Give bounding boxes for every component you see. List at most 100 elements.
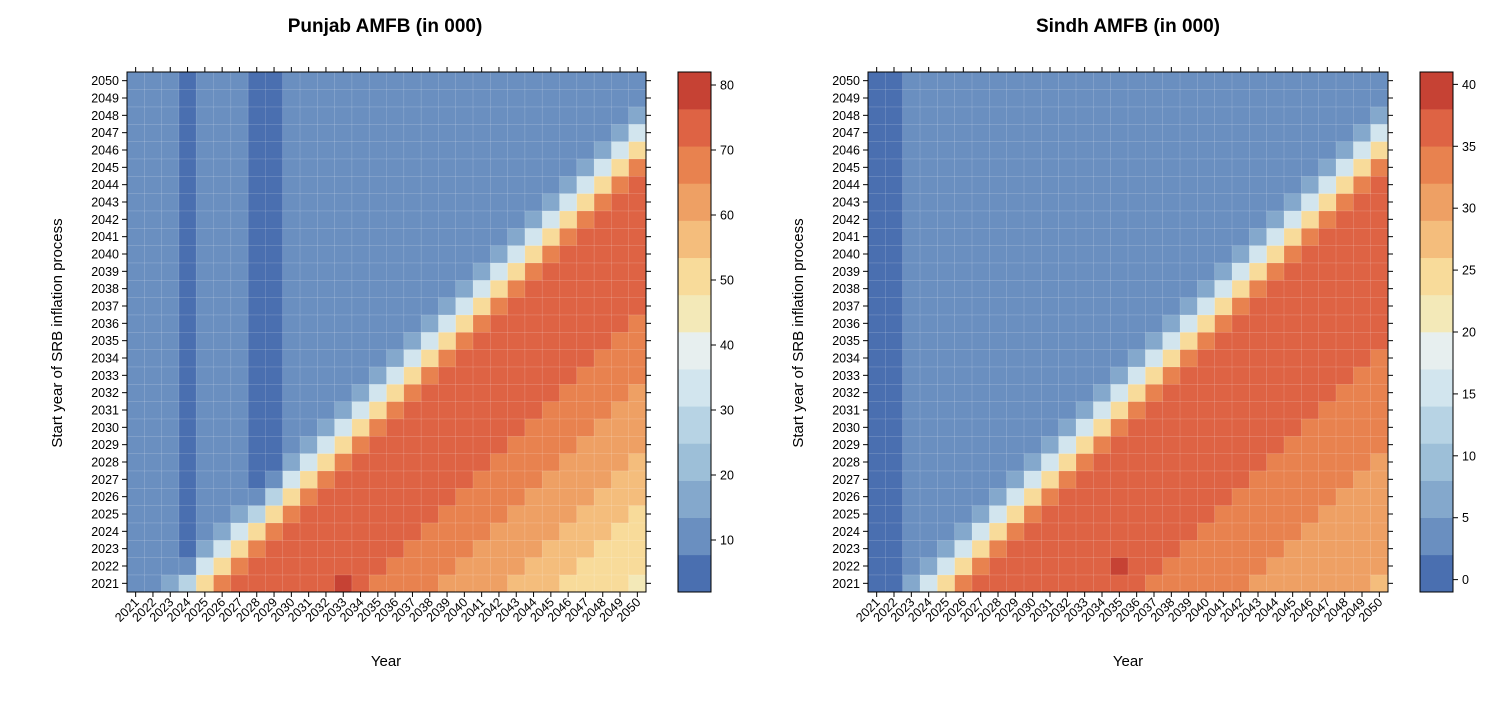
sindh-cell-2026-2030 (954, 418, 973, 437)
sindh-cell-2044-2037 (1266, 297, 1285, 316)
sindh-cell-2030-2031 (1023, 401, 1042, 420)
punjab-cell-2022-2031 (144, 401, 163, 420)
punjab-cell-2021-2049 (126, 89, 145, 108)
punjab-cell-2043-2026 (507, 487, 526, 506)
sindh-cell-2048-2049 (1335, 89, 1354, 108)
punjab-cell-2023-2026 (161, 487, 180, 506)
punjab-cell-2025-2027 (195, 470, 215, 489)
punjab-colorbar-swatch (678, 109, 711, 147)
punjab-y-tick-label: 2022 (91, 560, 119, 574)
punjab-cell-2045-2044 (541, 175, 561, 194)
punjab-cell-2026-2026 (213, 487, 232, 506)
punjab-y-tick-label: 2036 (91, 317, 119, 331)
punjab-cell-2027-2045 (230, 158, 249, 177)
sindh-cell-2027-2031 (971, 401, 990, 420)
sindh-cell-2024-2038 (919, 279, 938, 298)
sindh-cell-2045-2043 (1283, 193, 1302, 212)
punjab-cell-2028-2034 (247, 349, 267, 368)
punjab-cell-2039-2029 (438, 435, 457, 454)
sindh-cell-2030-2044 (1023, 175, 1042, 194)
punjab-cell-2049-2044 (611, 175, 630, 194)
sindh-cell-2040-2048 (1197, 106, 1216, 125)
sindh-colorbar-swatch (1420, 332, 1453, 370)
sindh-cell-2023-2037 (902, 297, 921, 316)
sindh-cell-2037-2040 (1145, 245, 1164, 264)
punjab-y-tick-label: 2043 (91, 196, 119, 210)
sindh-cell-2032-2040 (1058, 245, 1077, 264)
sindh-cell-2022-2037 (885, 297, 904, 316)
punjab-cell-2024-2023 (178, 539, 197, 558)
punjab-cell-2034-2040 (351, 245, 370, 264)
punjab-cell-2033-2024 (334, 522, 353, 541)
punjab-cell-2033-2049 (334, 89, 353, 108)
sindh-cell-2042-2021 (1231, 574, 1250, 593)
sindh-cell-2044-2022 (1266, 557, 1285, 576)
sindh-cell-2025-2046 (937, 141, 956, 160)
punjab-cell-2021-2045 (126, 158, 145, 177)
punjab-cell-2037-2044 (403, 175, 422, 194)
sindh-cell-2034-2048 (1093, 106, 1112, 125)
sindh-cell-2046-2030 (1301, 418, 1320, 437)
sindh-cell-2034-2024 (1093, 522, 1112, 541)
punjab-cell-2048-2041 (593, 227, 612, 246)
sindh-cell-2029-2039 (1006, 262, 1025, 281)
sindh-cell-2025-2050 (937, 71, 956, 90)
sindh-cell-2039-2029 (1179, 435, 1198, 454)
sindh-y-tick-label: 2038 (832, 282, 860, 296)
punjab-cell-2050-2034 (628, 349, 647, 368)
sindh-cell-2043-2030 (1249, 418, 1268, 437)
sindh-cell-2025-2049 (937, 89, 956, 108)
punjab-cell-2043-2029 (507, 435, 526, 454)
sindh-cell-2037-2032 (1145, 383, 1164, 402)
sindh-cell-2021-2036 (867, 314, 886, 333)
punjab-cell-2047-2037 (576, 297, 595, 316)
punjab-y-tick-label: 2047 (91, 126, 119, 140)
punjab-cell-2035-2044 (368, 175, 388, 194)
sindh-cell-2026-2048 (954, 106, 973, 125)
punjab-cell-2047-2033 (576, 366, 595, 385)
punjab-cell-2029-2023 (265, 539, 284, 558)
sindh-cell-2043-2039 (1249, 262, 1268, 281)
punjab-cell-2026-2022 (213, 557, 232, 576)
sindh-cell-2035-2027 (1110, 470, 1129, 489)
sindh-cell-2050-2033 (1370, 366, 1389, 385)
sindh-cell-2027-2029 (971, 435, 990, 454)
sindh-cell-2049-2043 (1353, 193, 1372, 212)
sindh-cell-2022-2048 (885, 106, 904, 125)
sindh-cell-2027-2048 (971, 106, 990, 125)
punjab-cell-2023-2024 (161, 522, 180, 541)
punjab-cell-2044-2022 (524, 557, 543, 576)
sindh-cell-2035-2036 (1110, 314, 1129, 333)
punjab-cell-2026-2050 (213, 71, 232, 90)
punjab-cell-2029-2026 (265, 487, 284, 506)
sindh-cell-2025-2022 (937, 557, 956, 576)
punjab-cell-2025-2032 (195, 383, 215, 402)
punjab-cell-2046-2037 (559, 297, 578, 316)
punjab-cell-2049-2049 (611, 89, 630, 108)
sindh-cell-2045-2039 (1283, 262, 1302, 281)
punjab-cell-2037-2042 (403, 210, 422, 229)
sindh-cell-2036-2033 (1127, 366, 1146, 385)
sindh-cell-2041-2045 (1214, 158, 1233, 177)
punjab-cell-2022-2026 (144, 487, 163, 506)
sindh-cell-2021-2039 (867, 262, 886, 281)
sindh-cell-2036-2041 (1127, 227, 1146, 246)
sindh-cell-2031-2029 (1041, 435, 1060, 454)
sindh-cell-2040-2042 (1197, 210, 1216, 229)
sindh-cell-2042-2046 (1231, 141, 1250, 160)
sindh-cell-2035-2041 (1110, 227, 1129, 246)
punjab-cell-2025-2044 (195, 175, 215, 194)
punjab-cell-2033-2032 (334, 383, 353, 402)
sindh-cell-2031-2036 (1041, 314, 1060, 333)
sindh-cell-2046-2039 (1301, 262, 1320, 281)
sindh-cell-2026-2036 (954, 314, 973, 333)
sindh-cell-2039-2028 (1179, 453, 1198, 472)
punjab-cell-2036-2039 (386, 262, 405, 281)
sindh-cell-2030-2038 (1023, 279, 1042, 298)
punjab-cell-2036-2031 (386, 401, 405, 420)
sindh-cell-2024-2022 (919, 557, 938, 576)
sindh-cell-2034-2032 (1093, 383, 1112, 402)
punjab-cell-2045-2049 (541, 89, 561, 108)
punjab-cell-2032-2049 (316, 89, 336, 108)
